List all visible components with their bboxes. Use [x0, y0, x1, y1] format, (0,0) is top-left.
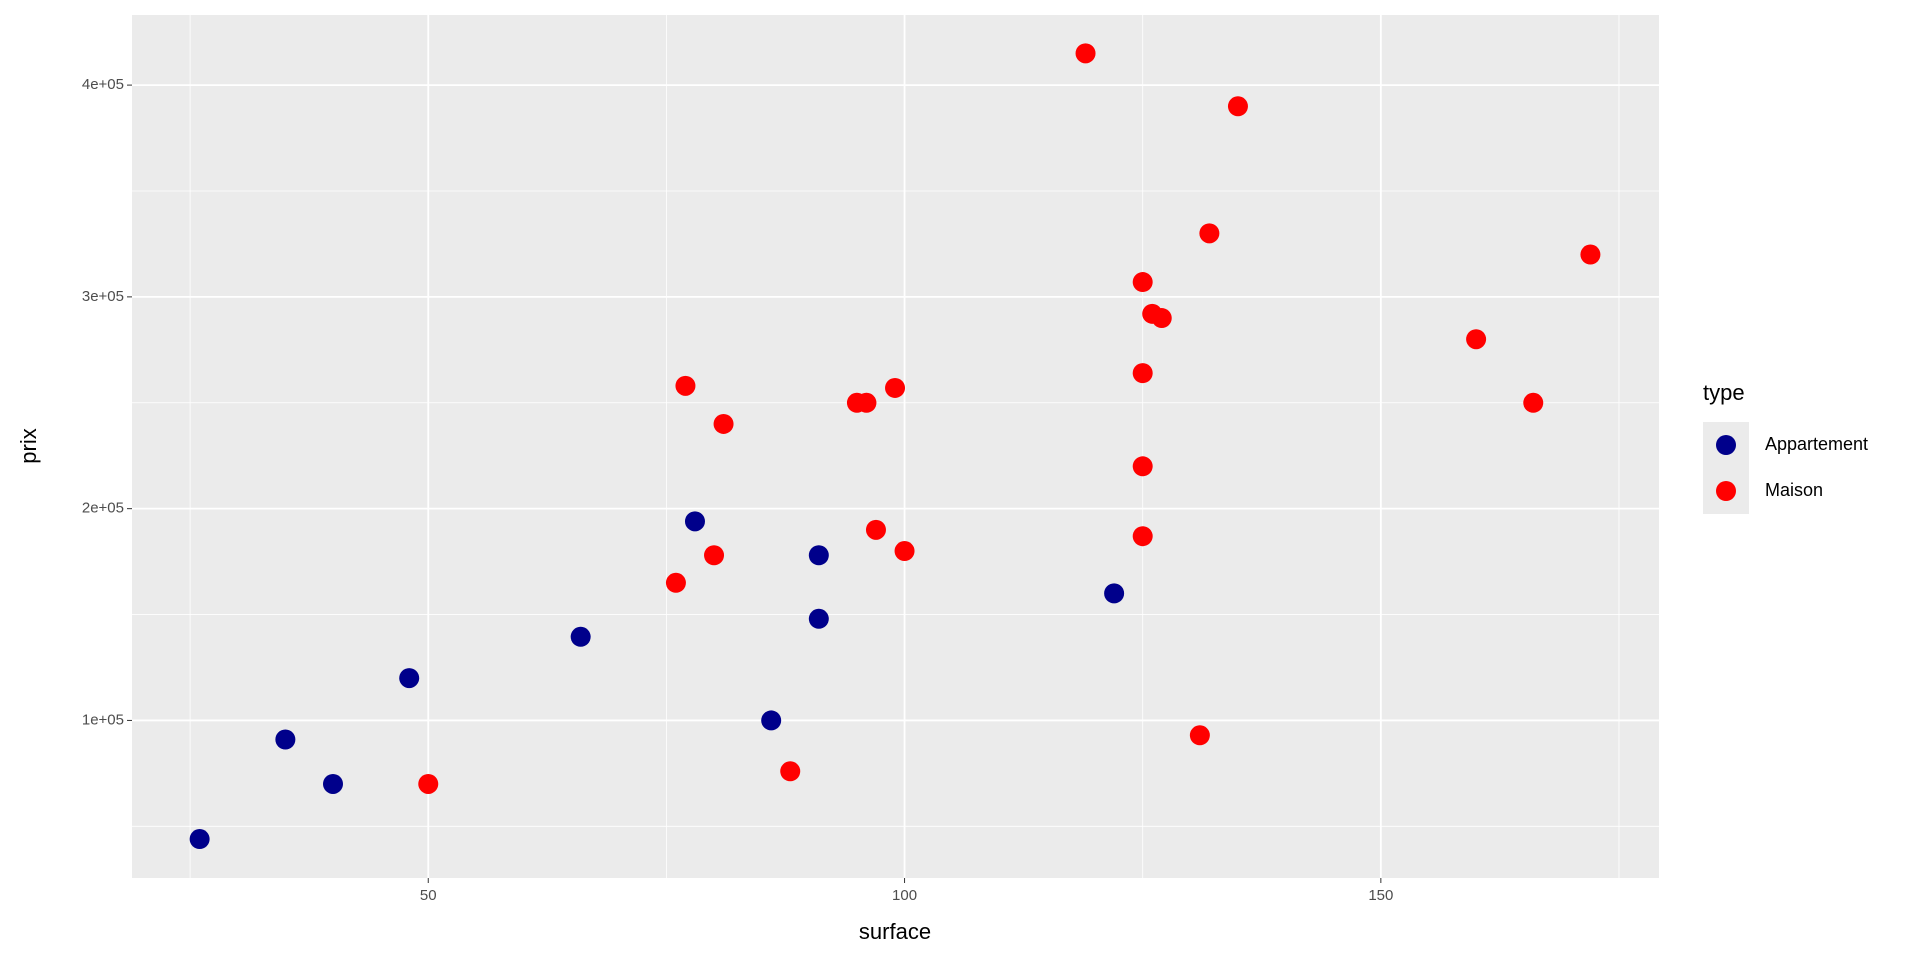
- legend-label: Appartement: [1765, 434, 1868, 454]
- point: [808, 545, 829, 566]
- points: [189, 43, 1601, 850]
- point: [275, 729, 296, 750]
- point: [1132, 272, 1153, 293]
- grid: [132, 15, 1659, 878]
- point: [665, 572, 686, 593]
- y-tick-label: 1e+05: [82, 711, 124, 728]
- point: [1104, 583, 1125, 604]
- point: [1466, 329, 1487, 350]
- point: [1580, 244, 1601, 265]
- point: [1132, 363, 1153, 384]
- point: [399, 668, 420, 689]
- x-axis-title: surface: [859, 919, 931, 944]
- point: [1132, 526, 1153, 547]
- point: [713, 413, 734, 434]
- point: [704, 545, 725, 566]
- y-axis-title: prix: [16, 428, 41, 463]
- point: [1523, 392, 1544, 413]
- point: [1189, 725, 1210, 746]
- legend-key: [1716, 435, 1736, 455]
- x-tick-label: 150: [1368, 887, 1393, 904]
- point: [418, 773, 439, 794]
- legend-title: type: [1703, 380, 1745, 405]
- legend-label: Maison: [1765, 480, 1823, 500]
- point: [808, 608, 829, 629]
- point: [1227, 96, 1248, 117]
- point: [856, 392, 877, 413]
- panel: [132, 15, 1659, 878]
- x-tick-label: 50: [420, 887, 437, 904]
- point: [322, 773, 343, 794]
- y-tick-label: 3e+05: [82, 288, 124, 305]
- point: [894, 541, 915, 562]
- point: [1132, 456, 1153, 477]
- point: [570, 626, 591, 647]
- point: [1151, 308, 1172, 329]
- legend-key: [1716, 481, 1736, 501]
- x-tick-label: 100: [892, 887, 917, 904]
- point: [761, 710, 782, 731]
- point: [675, 375, 696, 396]
- point: [865, 519, 886, 540]
- point: [684, 511, 705, 532]
- point: [885, 377, 906, 398]
- point: [1075, 43, 1096, 64]
- point: [780, 761, 801, 782]
- point: [1199, 223, 1220, 244]
- point: [189, 829, 210, 850]
- y-tick-label: 2e+05: [82, 500, 124, 517]
- y-tick-label: 4e+05: [82, 76, 124, 93]
